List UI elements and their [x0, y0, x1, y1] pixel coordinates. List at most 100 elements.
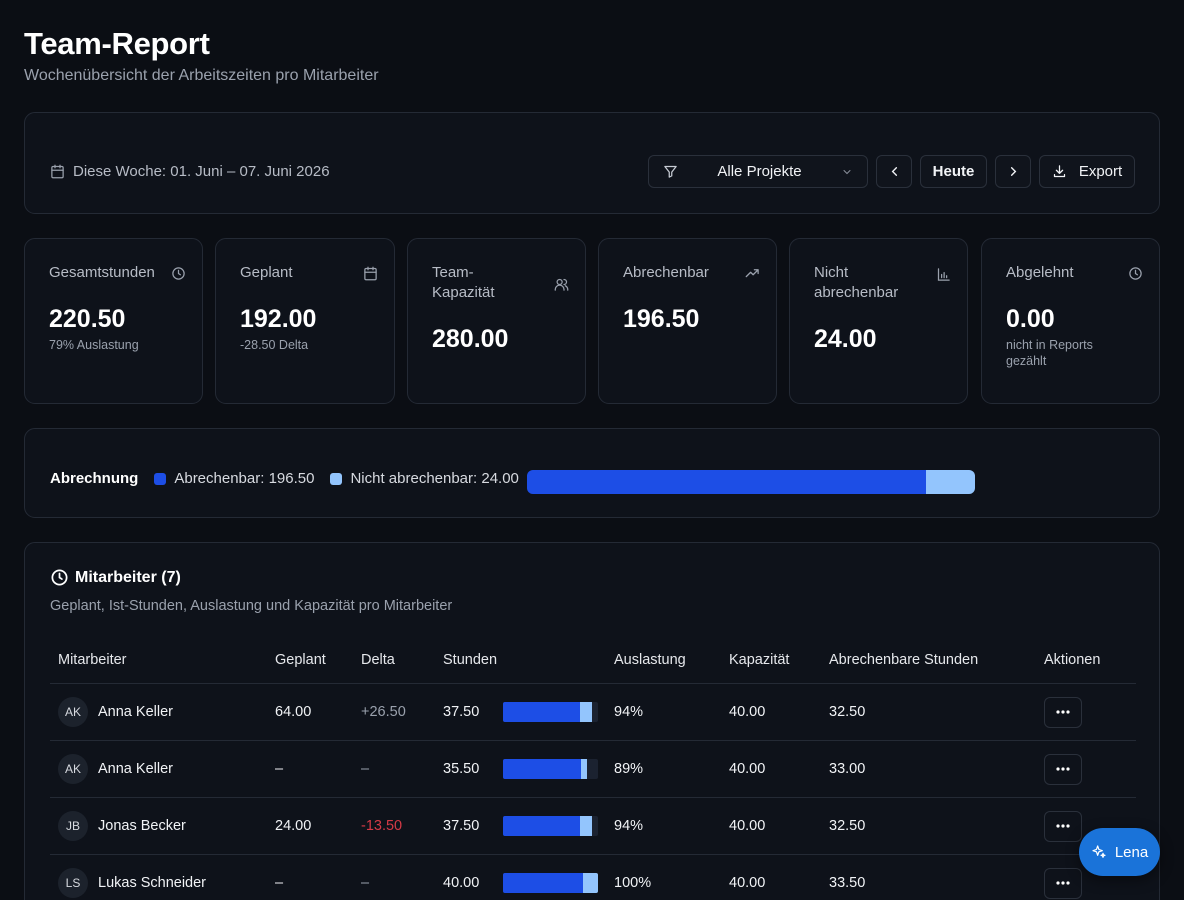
planned-cell: 24.00 — [275, 818, 312, 834]
employee-name: Lukas Schneider — [98, 875, 207, 891]
stat-label: Team-Kapazität — [432, 264, 495, 301]
week-label: Diese Woche: 01. Juni – 07. Juni 2026 — [73, 163, 330, 180]
week-range: Diese Woche: 01. Juni – 07. Juni 2026 — [50, 163, 330, 180]
users-icon — [554, 278, 569, 291]
hours-value: 40.00 — [443, 875, 480, 891]
hours-bar — [503, 759, 598, 779]
project-filter-select[interactable]: Alle Projekte — [648, 155, 868, 188]
stat-value: 192.00 — [240, 305, 317, 333]
column-header-utilization[interactable]: Auslastung — [614, 651, 686, 668]
stat-value: 0.00 — [1006, 305, 1055, 333]
stat-label: Abgelehnt — [1006, 264, 1074, 281]
hours-bar-billable — [503, 873, 583, 893]
hours-bar — [503, 702, 598, 722]
billing-bar-non-billable — [926, 470, 975, 494]
assistant-lena-button[interactable]: Lena — [1079, 828, 1160, 876]
utilization-cell: 94% — [614, 704, 644, 720]
row-actions-button[interactable] — [1044, 867, 1082, 899]
clock-icon — [1129, 267, 1142, 280]
column-header-planned[interactable]: Geplant — [275, 651, 326, 668]
avatar: AK — [58, 697, 88, 727]
employee-cell: LS Lukas Schneider — [50, 868, 267, 898]
delta-cell: – — [361, 761, 370, 777]
planned-cell: – — [275, 761, 284, 777]
stat-value: 24.00 — [814, 325, 877, 353]
billing-legend: Abrechnung Abrechenbar: 196.50 Nicht abr… — [50, 470, 519, 487]
employees-subtitle: Geplant, Ist-Stunden, Auslastung und Kap… — [50, 598, 453, 614]
employee-cell: AK Anna Keller — [50, 754, 267, 784]
hours-bar-billable — [503, 702, 581, 722]
row-actions-button[interactable] — [1044, 696, 1082, 728]
employee-cell: JB Jonas Becker — [50, 811, 267, 841]
export-button[interactable]: Export — [1039, 155, 1135, 188]
column-header-actions: Aktionen — [1044, 651, 1101, 668]
row-actions-button[interactable] — [1044, 810, 1082, 842]
table-row: LS Lukas Schneider – – 40.00 100% 40.00 33.50 — [50, 855, 1136, 900]
clock-icon — [172, 267, 185, 280]
hours-bar — [503, 873, 598, 893]
row-actions-button[interactable] — [1044, 753, 1082, 785]
billable-hours-cell: 33.00 — [829, 761, 866, 777]
employee-name: Anna Keller — [98, 704, 173, 720]
delta-cell: -13.50 — [361, 818, 403, 834]
delta-cell: – — [361, 875, 370, 891]
stat-value: 280.00 — [432, 325, 509, 353]
stat-label: Geplant — [240, 264, 293, 281]
stat-card-team-capacity: Team-Kapazität 280.00 — [407, 238, 586, 404]
hours-value: 37.50 — [443, 704, 480, 720]
employees-card: Mitarbeiter (7) Geplant, Ist-Stunden, Au… — [24, 542, 1160, 900]
hours-bar-non-billable — [580, 816, 593, 836]
hours-value: 35.50 — [443, 761, 480, 777]
capacity-cell: 40.00 — [729, 818, 766, 834]
column-header-capacity[interactable]: Kapazität — [729, 651, 790, 668]
legend-billable-swatch — [154, 472, 167, 485]
avatar: JB — [58, 811, 88, 841]
more-horizontal-icon — [1056, 767, 1070, 771]
next-week-button[interactable] — [995, 155, 1031, 188]
legend-billable: Abrechenbar: 196.50 — [154, 470, 314, 487]
capacity-cell: 40.00 — [729, 875, 766, 891]
column-header-billable-hours[interactable]: Abrechenbare Stunden — [829, 651, 979, 668]
table-row: AK Anna Keller 64.00 +26.50 37.50 94% 40.00 32.… — [50, 684, 1136, 741]
table-row: JB Jonas Becker 24.00 -13.50 37.50 94% 40.00 32… — [50, 798, 1136, 855]
planned-cell: 64.00 — [275, 704, 312, 720]
stat-value: 196.50 — [623, 305, 700, 333]
actions-cell — [1036, 867, 1136, 899]
previous-week-button[interactable] — [876, 155, 912, 188]
employee-cell: AK Anna Keller — [50, 697, 267, 727]
hours-cell: 37.50 — [435, 816, 606, 836]
hours-cell: 37.50 — [435, 702, 606, 722]
billable-hours-cell: 33.50 — [829, 875, 866, 891]
download-icon — [1053, 165, 1065, 178]
today-button[interactable]: Heute — [920, 155, 987, 188]
calendar-icon — [51, 164, 64, 179]
actions-cell — [1036, 753, 1136, 785]
stat-card-rejected: Abgelehnt 0.00 nicht in Reports gezählt — [981, 238, 1160, 404]
employees-title: Mitarbeiter (7) — [50, 568, 181, 587]
toolbar-card: Diese Woche: 01. Juni – 07. Juni 2026 Al… — [24, 112, 1160, 214]
stat-label: Gesamtstunden — [49, 264, 155, 281]
hours-bar-non-billable — [582, 873, 598, 893]
column-header-employee[interactable]: Mitarbeiter — [58, 651, 127, 668]
stat-note: -28.50 Delta — [240, 338, 309, 352]
billing-label: Abrechnung — [50, 470, 139, 487]
more-horizontal-icon — [1056, 881, 1070, 885]
actions-cell — [1036, 810, 1136, 842]
filter-icon — [664, 165, 677, 178]
column-header-delta[interactable]: Delta — [361, 651, 395, 668]
capacity-cell: 40.00 — [729, 704, 766, 720]
column-header-hours[interactable]: Stunden — [443, 651, 498, 668]
hours-bar-billable — [503, 759, 582, 779]
billing-bar-billable — [527, 470, 927, 494]
trending-up-icon — [745, 269, 759, 278]
hours-bar-non-billable — [581, 759, 588, 779]
sparkles-icon — [1092, 845, 1106, 858]
employees-title-text: Mitarbeiter (7) — [75, 568, 181, 586]
stat-card-total-hours: Gesamtstunden 220.50 79% Auslastung — [24, 238, 203, 404]
billing-card: Abrechnung Abrechenbar: 196.50 Nicht abr… — [24, 428, 1160, 518]
planned-cell: – — [275, 875, 284, 891]
stat-note: nicht in Reports gezählt — [1006, 338, 1093, 368]
export-label: Export — [1078, 163, 1123, 180]
avatar: LS — [58, 868, 88, 898]
